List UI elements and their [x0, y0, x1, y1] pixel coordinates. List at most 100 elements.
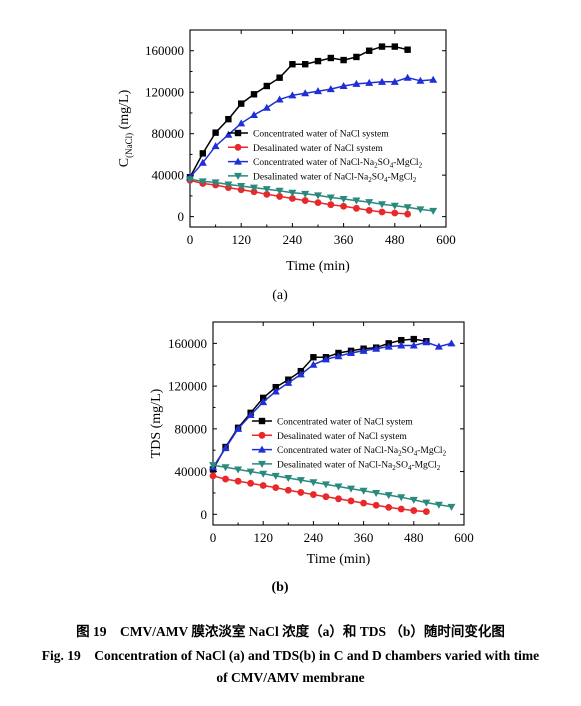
- data-point: [309, 479, 318, 487]
- data-point: [384, 342, 393, 350]
- data-point: [314, 87, 322, 95]
- data-point: [366, 47, 373, 54]
- data-point: [398, 336, 405, 344]
- data-point: [409, 341, 418, 349]
- data-point: [284, 486, 292, 494]
- data-point: [276, 74, 283, 81]
- legend-marker: [234, 129, 242, 137]
- legend-entry: Concentrated water of NaCl system: [252, 417, 413, 428]
- data-point: [339, 81, 348, 89]
- y-tick-label: 120000: [168, 379, 207, 394]
- data-point: [284, 474, 293, 482]
- data-point: [347, 348, 356, 356]
- data-point: [397, 494, 406, 502]
- data-point: [391, 43, 398, 50]
- legend-entry: Desalinated water of NaCl system: [228, 143, 383, 154]
- data-point: [211, 179, 220, 187]
- data-point: [186, 176, 194, 184]
- x-tick-label: 120: [231, 232, 251, 247]
- data-point: [359, 487, 368, 495]
- data-point: [296, 477, 305, 485]
- data-point: [340, 202, 347, 210]
- x-axis-title: Time (min): [307, 552, 371, 567]
- data-point: [365, 207, 373, 214]
- data-point: [327, 54, 334, 62]
- data-point: [352, 197, 361, 205]
- data-point: [347, 497, 355, 505]
- data-point: [378, 201, 386, 209]
- y-axis-title: TDS (mg/L): [149, 388, 164, 458]
- legend-label: Desalinated water of NaCl system: [277, 431, 407, 442]
- data-point: [250, 184, 258, 192]
- data-point: [347, 485, 356, 493]
- data-point: [403, 73, 412, 81]
- data-point: [334, 352, 343, 360]
- data-point: [429, 75, 438, 83]
- legend-label: Concentrated water of NaCl system: [253, 129, 389, 140]
- data-point: [272, 484, 280, 492]
- data-point: [250, 188, 258, 196]
- data-point: [365, 78, 374, 86]
- data-point: [321, 355, 330, 363]
- data-point: [301, 190, 310, 198]
- data-point: [422, 338, 431, 346]
- data-point: [416, 206, 425, 214]
- panel-label-b: (b): [271, 580, 289, 595]
- data-point: [212, 129, 219, 136]
- data-point: [263, 82, 270, 90]
- x-tick-label: 480: [404, 530, 424, 545]
- data-point: [289, 61, 296, 68]
- x-tick-label: 600: [454, 530, 474, 545]
- legend-entry: Desalinated water of NaCl-Na2SO4-MgCl2: [228, 171, 417, 184]
- data-point: [237, 183, 246, 191]
- y-tick-label: 80000: [152, 126, 185, 141]
- data-point: [390, 202, 399, 210]
- data-point: [209, 462, 217, 470]
- data-point: [275, 187, 284, 195]
- series-line: [189, 179, 408, 215]
- data-point: [410, 335, 417, 343]
- x-tick-label: 480: [385, 232, 405, 247]
- data-point: [339, 196, 348, 204]
- y-tick-label: 0: [178, 209, 185, 224]
- data-point: [301, 197, 309, 204]
- data-point: [284, 378, 293, 386]
- data-point: [378, 208, 386, 216]
- data-point: [238, 100, 245, 107]
- figure-caption-english-line2: of CMV/AMV membrane: [216, 670, 365, 685]
- y-tick-label: 0: [201, 507, 208, 522]
- data-point: [301, 89, 310, 97]
- legend-label: Desalinated water of NaCl-Na2SO4-MgCl2: [277, 459, 441, 472]
- data-point: [314, 57, 322, 65]
- data-point: [234, 466, 243, 474]
- data-point: [353, 204, 360, 212]
- data-point: [372, 501, 380, 509]
- data-point: [353, 53, 360, 61]
- y-tick-label: 40000: [175, 464, 208, 479]
- data-point: [271, 472, 280, 480]
- data-point: [321, 481, 330, 489]
- x-tick-label: 360: [354, 530, 374, 545]
- data-point: [250, 111, 258, 119]
- series-4: [186, 176, 438, 215]
- legend-marker: [234, 143, 242, 151]
- legend-entry: Desalinated water of NaCl system: [252, 431, 407, 442]
- data-point: [334, 483, 343, 491]
- data-point: [326, 194, 335, 202]
- data-point: [340, 56, 347, 64]
- data-point: [247, 479, 255, 487]
- data-point: [390, 77, 399, 85]
- chart-a: 0 120 240 360 480 600 0 40000 80000 120000 160000 T…: [117, 29, 456, 274]
- data-point: [314, 199, 322, 207]
- legend-label: Concentrated water of NaCl-Na2SO4-MgCl2: [277, 445, 447, 458]
- legend-entry: Concentrated water of NaCl-Na2SO4-MgCl2: [228, 157, 423, 170]
- data-point: [224, 181, 233, 189]
- data-point: [410, 507, 418, 514]
- panel-label-a: (a): [272, 288, 288, 303]
- data-point: [297, 489, 305, 496]
- x-tick-label: 0: [210, 530, 217, 545]
- data-point: [397, 341, 406, 349]
- data-point: [288, 91, 297, 99]
- data-point: [198, 178, 207, 186]
- data-point: [365, 199, 374, 207]
